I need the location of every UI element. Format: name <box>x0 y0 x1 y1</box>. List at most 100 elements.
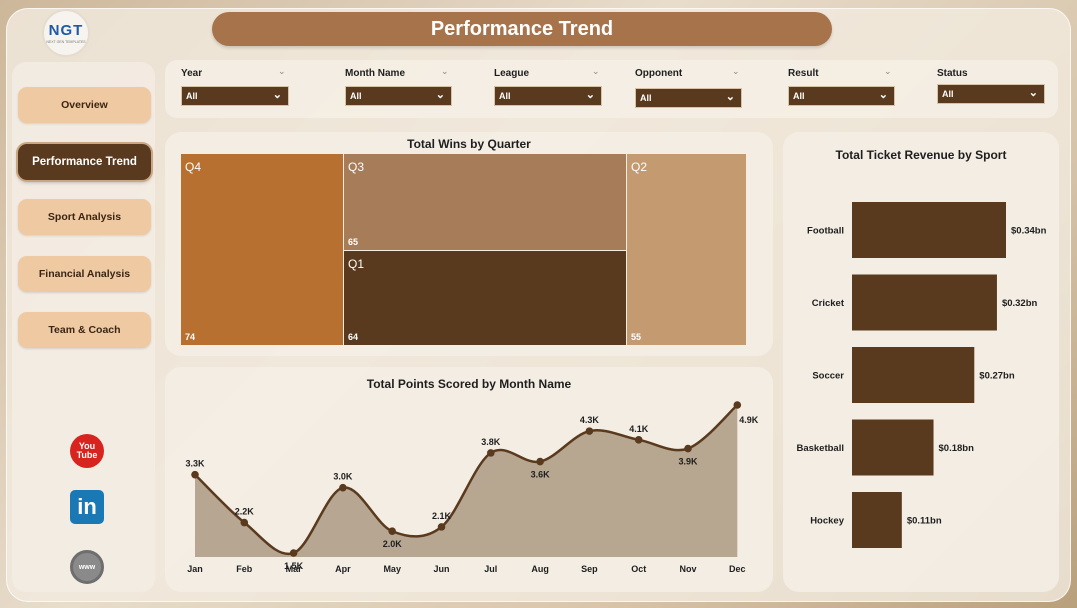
youtube-icon[interactable]: You Tube <box>70 434 104 468</box>
bar-value-label: $0.11bn <box>907 516 942 527</box>
x-tick-label: Apr <box>335 564 351 574</box>
nav-financial-analysis-button[interactable]: Financial Analysis <box>18 256 151 292</box>
bar-value-label: $0.27bn <box>979 371 1015 382</box>
treemap-label: Q4 <box>185 160 202 174</box>
revenue-by-sport-title: Total Ticket Revenue by Sport <box>835 148 1007 162</box>
treemap-label: Q3 <box>348 160 365 174</box>
nav-performance-trend-button[interactable]: Performance Trend <box>18 144 151 180</box>
opponent-dropdown[interactable]: All ⌄ <box>635 88 742 108</box>
data-label: 3.8K <box>481 437 501 447</box>
filter-value: All <box>350 91 362 101</box>
chevron-down-icon[interactable]: ⌄ <box>592 66 600 76</box>
chevron-down-icon[interactable]: ⌄ <box>278 66 286 76</box>
data-point[interactable] <box>388 527 396 536</box>
treemap-q1[interactable]: Q1 64 <box>344 251 626 345</box>
data-point[interactable] <box>339 483 347 492</box>
data-point[interactable] <box>733 401 742 409</box>
data-point[interactable] <box>536 457 544 466</box>
bar-value-label: $0.18bn <box>939 443 975 454</box>
x-tick-label: Sep <box>581 564 598 574</box>
data-label: 4.1K <box>629 424 649 434</box>
chevron-down-icon[interactable]: ⌄ <box>732 66 740 76</box>
x-tick-label: Aug <box>531 564 549 574</box>
revenue-bar-chart: Football $0.34bn Cricket $0.32bn Soccer $0.27… <box>796 202 1047 548</box>
x-tick-label: Jul <box>484 564 497 574</box>
website-label: www <box>78 563 96 571</box>
data-point[interactable] <box>487 449 495 457</box>
revenue-bar[interactable] <box>852 419 934 476</box>
x-tick-label: Mar <box>286 564 303 574</box>
data-point[interactable] <box>684 444 692 453</box>
nav-overview-button[interactable]: Overview <box>18 87 151 123</box>
youtube-label-top: You <box>78 441 96 451</box>
treemap-q4[interactable]: Q4 74 <box>181 154 343 345</box>
data-label: 1.5K <box>284 561 304 571</box>
data-point[interactable] <box>585 427 594 435</box>
nav-sport-analysis-button[interactable]: Sport Analysis <box>18 199 151 235</box>
data-label: 4.3K <box>580 415 600 425</box>
treemap-value: 55 <box>631 332 642 342</box>
data-label: 2.0K <box>383 539 403 549</box>
data-point[interactable] <box>191 470 199 479</box>
x-tick-label: May <box>383 564 401 574</box>
revenue-bar[interactable] <box>852 274 997 331</box>
treemap-value: 64 <box>348 332 359 342</box>
chevron-down-icon: ⌄ <box>585 89 595 101</box>
x-tick-label: Jan <box>187 564 203 574</box>
chevron-down-icon: ⌄ <box>878 89 888 101</box>
bar-category-label: Hockey <box>810 516 845 527</box>
filter-value: All <box>499 91 511 101</box>
treemap-label: Q2 <box>631 160 648 174</box>
chevron-down-icon: ⌄ <box>435 89 445 101</box>
filter-value: All <box>942 89 954 99</box>
bar-value-label: $0.34bn <box>1011 226 1047 237</box>
x-tick-label: Feb <box>236 564 253 574</box>
treemap-value: 65 <box>348 237 359 247</box>
points-by-month-title: Total Points Scored by Month Name <box>366 377 572 391</box>
month-name-dropdown[interactable]: All ⌄ <box>345 86 452 106</box>
filter-label: Month Name <box>345 68 405 79</box>
linkedin-icon[interactable]: in <box>70 490 104 524</box>
league-dropdown[interactable]: All ⌄ <box>494 86 602 106</box>
filter-label: Year <box>181 68 203 79</box>
x-tick-label: Jun <box>433 564 449 574</box>
revenue-bar[interactable] <box>852 202 1006 258</box>
wins-by-quarter-title: Total Wins by Quarter <box>407 137 531 151</box>
filter-value: All <box>640 93 652 103</box>
data-label: 2.1K <box>432 511 452 521</box>
data-point[interactable] <box>634 436 643 444</box>
chevron-down-icon[interactable]: ⌄ <box>441 66 449 76</box>
points-by-month-panel: Total Points Scored by Month Name 3.3K Ja… <box>165 367 773 592</box>
nav-team-coach-button[interactable]: Team & Coach <box>18 312 151 348</box>
year-dropdown[interactable]: All ⌄ <box>181 86 289 106</box>
data-point[interactable] <box>437 523 446 531</box>
filter-value: All <box>186 91 198 101</box>
bar-category-label: Basketball <box>796 443 844 454</box>
revenue-bar[interactable] <box>852 492 902 548</box>
data-label: 4.9K <box>739 415 759 425</box>
status-dropdown[interactable]: All ⌄ <box>937 84 1045 104</box>
x-tick-label: Nov <box>679 564 696 574</box>
company-logo: NGT NEXT GEN TEMPLATES <box>42 9 90 57</box>
data-label: 3.9K <box>678 457 698 467</box>
filter-value: All <box>793 91 805 101</box>
youtube-label-bottom: Tube <box>76 450 98 460</box>
treemap-q2[interactable]: Q2 55 <box>627 154 746 345</box>
logo-mark: NGT <box>48 22 84 39</box>
chevron-down-icon[interactable]: ⌄ <box>884 66 892 76</box>
data-label: 3.3K <box>185 459 205 469</box>
result-dropdown[interactable]: All ⌄ <box>788 86 895 106</box>
treemap-q3[interactable]: Q3 65 <box>344 154 626 250</box>
filter-label: Status <box>937 68 968 79</box>
data-point[interactable] <box>289 549 298 557</box>
filter-bar <box>165 60 1058 118</box>
revenue-bar[interactable] <box>852 347 975 403</box>
data-point[interactable] <box>240 518 249 527</box>
logo-subtitle: NEXT GEN TEMPLATES <box>46 40 86 44</box>
website-globe-icon[interactable]: www <box>70 550 104 584</box>
data-label: 2.2K <box>235 507 255 517</box>
bar-value-label: $0.32bn <box>1002 298 1038 309</box>
area-fill <box>195 405 738 557</box>
bar-category-label: Cricket <box>812 298 845 309</box>
